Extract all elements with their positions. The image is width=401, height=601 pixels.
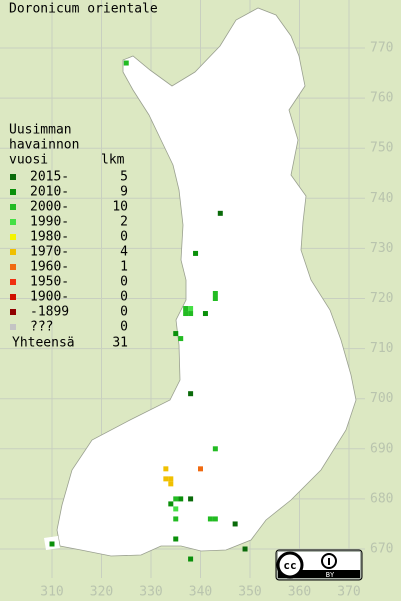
observation	[178, 496, 184, 502]
observation	[49, 541, 55, 547]
x-tick-label: 310	[40, 585, 63, 600]
y-tick-label: 720	[370, 291, 393, 306]
observation	[188, 306, 194, 312]
x-tick-label: 350	[238, 585, 261, 600]
observation	[217, 210, 223, 216]
legend-count: 0	[120, 305, 128, 320]
legend-header: Uusimman	[9, 123, 72, 138]
legend-swatch	[10, 249, 16, 255]
legend-swatch	[10, 189, 16, 195]
badge-text: BY	[326, 571, 335, 579]
observation	[168, 501, 174, 507]
legend-header: vuosi	[9, 153, 48, 168]
land	[56, 7, 357, 557]
observation	[173, 516, 179, 522]
observation	[198, 466, 203, 472]
legend-total-label: Yhteensä	[12, 336, 75, 351]
observation	[173, 506, 179, 512]
legend-total: 31	[112, 336, 128, 351]
legend-swatch	[10, 309, 16, 315]
observation	[188, 556, 194, 562]
x-tick-label: 340	[189, 585, 212, 600]
y-tick-label: 690	[370, 441, 393, 456]
observation	[188, 391, 194, 397]
legend-label: 2010-	[30, 185, 69, 200]
observation	[173, 496, 179, 502]
legend-swatch	[10, 294, 16, 300]
legend-label: 2000-	[30, 200, 69, 215]
x-tick-label: 370	[337, 585, 360, 600]
observation	[163, 476, 169, 482]
svg-text:cc: cc	[283, 559, 296, 572]
legend-count: 9	[120, 185, 128, 200]
legend-label: 1990-	[30, 215, 69, 230]
legend-swatch	[10, 204, 16, 210]
legend-swatch	[10, 324, 16, 330]
observation	[212, 296, 218, 301]
map-title: Doronicum orientale	[9, 2, 158, 17]
legend-count: 0	[120, 290, 128, 305]
y-tick-label: 730	[370, 241, 393, 256]
legend-label: 1970-	[30, 245, 69, 260]
legend-header: havainnon	[9, 138, 79, 153]
x-tick-label: 330	[139, 585, 162, 600]
observation	[212, 516, 218, 522]
legend-label: -1899	[30, 305, 69, 320]
legend-label: ???	[30, 320, 53, 335]
observations	[49, 60, 248, 562]
y-tick-label: 680	[370, 491, 393, 506]
observation	[188, 496, 194, 502]
observation	[188, 311, 194, 317]
observation	[202, 311, 208, 317]
observation	[173, 331, 179, 337]
observation	[212, 290, 218, 296]
x-tick-label: 320	[90, 585, 113, 600]
y-tick-label: 710	[370, 341, 393, 356]
legend-swatch	[10, 264, 16, 270]
legend-label: 2015-	[30, 170, 69, 185]
legend-count-header: lkm	[101, 153, 125, 168]
x-tick-label: 360	[288, 585, 311, 600]
y-tick-label: 670	[370, 542, 393, 557]
legend-count: 0	[120, 230, 128, 245]
y-tick-label: 760	[370, 91, 393, 106]
legend-swatch	[10, 174, 16, 180]
legend-swatch	[10, 279, 16, 285]
observation	[173, 536, 179, 542]
legend-count: 2	[120, 215, 128, 230]
legend-label: 1960-	[30, 260, 69, 275]
observation	[163, 466, 169, 472]
observation	[183, 311, 189, 317]
legend-count: 0	[120, 275, 128, 290]
legend-swatch	[10, 234, 16, 240]
observation	[168, 481, 174, 487]
y-tick-label: 770	[370, 41, 393, 56]
legend-label: 1900-	[30, 290, 69, 305]
observation	[212, 446, 218, 452]
y-tick-label: 700	[370, 391, 393, 406]
legend-label: 1950-	[30, 275, 69, 290]
observation	[178, 336, 184, 342]
observation	[123, 60, 129, 66]
legend-count: 5	[120, 170, 128, 185]
observation	[207, 516, 213, 522]
observation	[193, 250, 199, 256]
y-tick-label: 740	[370, 191, 393, 206]
observation	[168, 476, 174, 482]
legend-label: 1980-	[30, 230, 69, 245]
legend-count: 4	[120, 245, 128, 260]
observation	[183, 306, 189, 312]
legend-count: 0	[120, 320, 128, 335]
legend-swatch	[10, 219, 16, 225]
observation	[232, 521, 238, 527]
legend-count: 1	[120, 260, 128, 275]
license-badge: cc BY	[275, 549, 363, 581]
observation	[242, 546, 248, 552]
y-tick-label: 750	[370, 141, 393, 156]
legend-count: 10	[112, 200, 128, 215]
